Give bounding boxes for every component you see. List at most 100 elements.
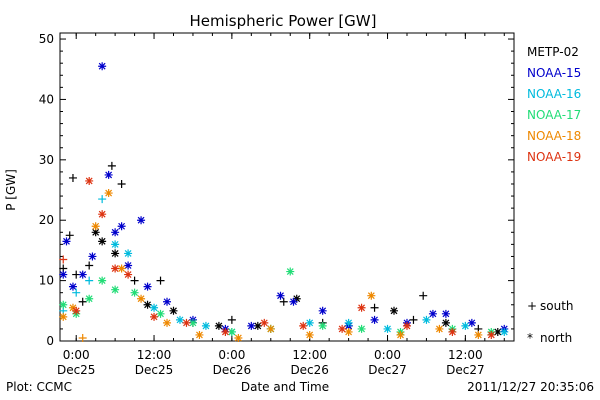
data-point-metp-02 [409,315,418,324]
data-point-noaa-18 [435,324,444,333]
data-point-noaa-19 [150,312,159,321]
data-point-metp-02 [493,327,502,336]
chart-title: Hemispheric Power [GW] [190,12,377,30]
data-point-metp-02 [156,276,165,285]
data-point-metp-02 [91,228,100,237]
legend-entry: NOAA-19 [527,150,581,164]
data-point-metp-02 [214,321,223,330]
data-point-noaa-16 [201,321,210,330]
data-point-noaa-15 [111,228,120,237]
data-point-metp-02 [111,249,120,258]
data-point-noaa-16 [500,327,509,336]
data-point-noaa-16 [124,249,133,258]
data-point-metp-02 [227,315,236,324]
data-point-noaa-19 [59,255,68,264]
x-tick-label-time: 12:00 [292,348,327,362]
data-point-noaa-17 [188,318,197,327]
data-point-noaa-19 [221,327,230,336]
axes: 010203040500:00Dec2512:00Dec250:00Dec261… [39,32,515,377]
data-point-metp-02 [143,300,152,309]
data-point-noaa-19 [72,306,81,315]
data-point-noaa-15 [59,270,68,279]
data-point-noaa-15 [143,282,152,291]
legend-north-symbol: * [527,331,533,345]
data-point-noaa-19 [182,318,191,327]
data-point-noaa-18 [91,222,100,231]
data-point-noaa-16 [383,324,392,333]
data-point-noaa-15 [62,237,71,246]
data-point-noaa-15 [370,315,379,324]
data-point-metp-02 [390,306,399,315]
data-point-noaa-19 [85,176,94,185]
data-point-noaa-15 [276,291,285,300]
data-point-noaa-19 [260,318,269,327]
legend-entry: METP-02 [527,45,579,59]
data-point-noaa-18 [117,264,126,273]
data-point-metp-02 [98,237,107,246]
y-tick-label: 0 [46,334,54,348]
data-point-noaa-18 [195,330,204,339]
data-point-noaa-18 [396,330,405,339]
data-point-metp-02 [419,291,428,300]
data-point-noaa-18 [474,330,483,339]
data-point-noaa-16 [461,321,470,330]
y-tick-label: 50 [39,32,54,46]
data-point-noaa-15 [289,297,298,306]
data-point-noaa-19 [357,303,366,312]
data-point-noaa-18 [68,303,77,312]
legend-entry: NOAA-18 [527,129,581,143]
data-point-noaa-16 [150,303,159,312]
data-point-noaa-17 [59,300,68,309]
data-point-noaa-15 [467,318,476,327]
data-point-noaa-17 [227,327,236,336]
x-tick-label-time: 12:00 [137,348,172,362]
data-point-noaa-15 [137,216,146,225]
x-tick-label-time: 0:00 [218,348,245,362]
x-tick-label-date: Dec27 [446,363,485,377]
plot-frame [59,32,515,342]
data-point-noaa-18 [266,324,275,333]
data-point-noaa-19 [448,327,457,336]
data-point-noaa-15 [428,309,437,318]
y-tick-label: 10 [39,274,54,288]
data-point-metp-02 [169,306,178,315]
legend-entry: NOAA-17 [527,108,581,122]
legend-south-symbol: + [527,299,537,313]
data-point-metp-02 [65,231,74,240]
x-tick-label-date: Dec25 [57,363,96,377]
data-point-noaa-17 [111,285,120,294]
data-point-metp-02 [279,297,288,306]
x-tick-label-date: Dec25 [135,363,174,377]
data-point-noaa-15 [68,282,77,291]
data-point-noaa-18 [59,312,68,321]
data-point-noaa-18 [344,327,353,336]
data-point-noaa-17 [156,309,165,318]
x-tick-label-time: 0:00 [374,348,401,362]
data-point-noaa-17 [286,267,295,276]
data-point-noaa-15 [104,170,113,179]
data-point-noaa-15 [318,306,327,315]
data-point-noaa-15 [163,297,172,306]
y-tick-label: 20 [39,213,54,227]
data-point-metp-02 [253,321,262,330]
data-point-noaa-15 [78,270,87,279]
data-point-metp-02 [292,294,301,303]
data-point-metp-02 [370,303,379,312]
data-point-noaa-18 [305,330,314,339]
data-point-noaa-16 [111,240,120,249]
data-point-noaa-19 [299,321,308,330]
data-point-noaa-15 [88,252,97,261]
legend-south-label: south [540,299,574,313]
x-tick-label-time: 0:00 [63,348,90,362]
data-point-noaa-18 [78,333,87,342]
y-tick-label: 30 [39,153,54,167]
x-tick-label-date: Dec26 [213,363,252,377]
data-point-noaa-18 [163,318,172,327]
data-point-noaa-18 [137,294,146,303]
data-point-metp-02 [68,173,77,182]
data-point-noaa-17 [318,321,327,330]
data-point-noaa-17 [357,324,366,333]
data-point-noaa-19 [124,270,133,279]
x-axis-label: Date and Time [241,380,329,394]
